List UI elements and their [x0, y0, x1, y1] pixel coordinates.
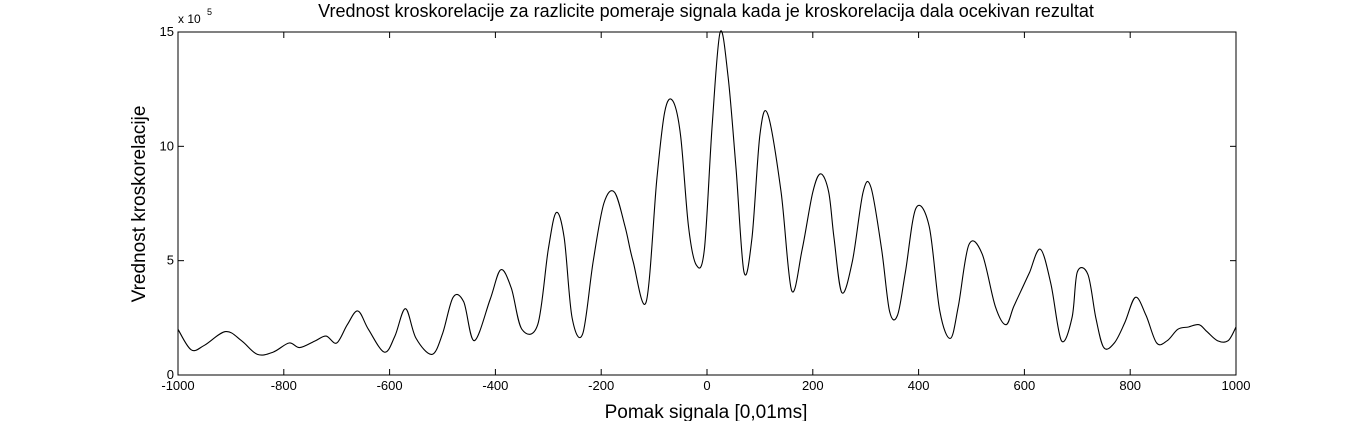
- x-tick-label: 800: [1119, 378, 1141, 393]
- x-tick-label: 600: [1014, 378, 1036, 393]
- x-tick-label: -200: [588, 378, 614, 393]
- y-multiplier-exponent: 5: [207, 7, 212, 17]
- x-tick-label: -800: [271, 378, 297, 393]
- y-axis-title: Vrednost kroskorelacije: [129, 106, 150, 303]
- x-tick-label: 200: [802, 378, 824, 393]
- cross-correlation-line: [177, 30, 1237, 356]
- y-tick-label: 0: [167, 367, 174, 382]
- y-tick-label: 5: [167, 253, 174, 268]
- y-axis-ticks: 0 5 10 15: [160, 24, 1236, 382]
- x-tick-label: 400: [908, 378, 930, 393]
- x-tick-label: 0: [703, 378, 710, 393]
- x-tick-label: -1000: [161, 378, 194, 393]
- x-tick-label: 1000: [1222, 378, 1251, 393]
- x-axis-ticks: -1000 -800 -600 -400 -200 0 200 400 600 800 1000: [161, 32, 1250, 393]
- y-tick-label: 15: [160, 24, 174, 39]
- chart-title: Vrednost kroskorelacije za razlicite pom…: [318, 1, 1094, 21]
- x-axis-title: Pomak signala [0,01ms]: [605, 402, 808, 421]
- x-tick-label: -400: [482, 378, 508, 393]
- y-multiplier-label: x 10: [178, 12, 201, 26]
- plot-area: [177, 31, 1237, 376]
- y-tick-label: 10: [160, 138, 174, 153]
- x-tick-label: -600: [377, 378, 403, 393]
